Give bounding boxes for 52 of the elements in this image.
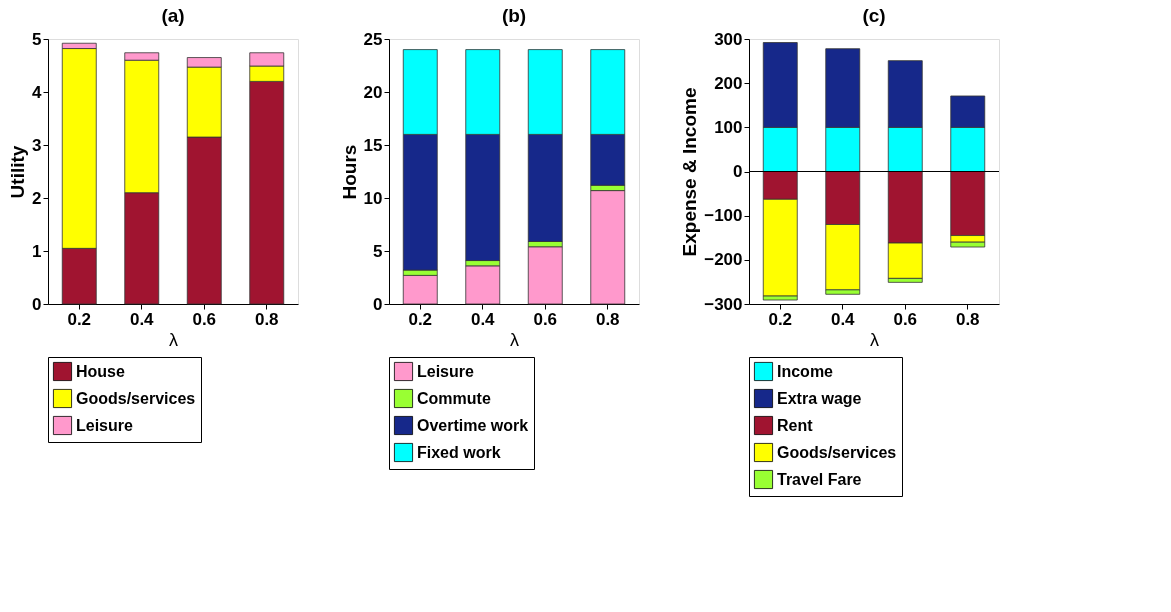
legend-label: Rent	[777, 416, 814, 434]
y-tick-label: 0	[32, 294, 42, 314]
x-tick-label: 0.2	[768, 309, 793, 329]
y-tick-label: 4	[32, 82, 43, 102]
x-axis-title: λ	[169, 329, 178, 350]
legend-label: Goods/services	[76, 389, 196, 407]
x-tick-label: 0.4	[129, 309, 155, 329]
x-tick-label: 0.6	[192, 309, 217, 329]
y-axis-title: Expense & Income	[679, 87, 701, 257]
y-tick-label: 3	[32, 135, 42, 155]
x-tick-label: 0.6	[533, 309, 558, 329]
legend-label: Leisure	[417, 362, 475, 380]
y-tick-label: 5	[32, 29, 42, 49]
x-axis-title: λ	[870, 329, 879, 350]
legend-label: Overtime work	[417, 416, 529, 434]
y-axis-title: Hours	[338, 144, 360, 200]
y-tick-label: 5	[373, 241, 383, 261]
y-tick-label: −200	[704, 250, 743, 270]
legend-label: Travel Fare	[777, 470, 862, 488]
y-tick-label: 200	[714, 73, 743, 93]
legend-label: Income	[777, 362, 834, 380]
y-tick-label: 2	[32, 188, 42, 208]
y-axis-title: Utility	[7, 145, 29, 199]
x-tick-label: 0.8	[595, 309, 620, 329]
x-tick-label: 0.2	[408, 309, 433, 329]
x-tick-label: 0.4	[830, 309, 856, 329]
y-tick-label: 0	[733, 162, 743, 181]
y-tick-label: −300	[704, 294, 743, 314]
y-tick-label: −100	[704, 206, 743, 226]
legend-label: Goods/services	[777, 443, 897, 461]
x-tick-label: 0.4	[470, 309, 496, 329]
y-tick-label: 300	[714, 29, 743, 49]
x-axis-title: λ	[510, 329, 519, 350]
y-tick-label: 1	[32, 241, 42, 261]
y-tick-label: 20	[363, 82, 383, 102]
legend-label: Extra wage	[777, 389, 862, 407]
x-tick-label: 0.6	[893, 309, 918, 329]
legend-label: Commute	[417, 389, 491, 407]
y-tick-label: 0	[373, 294, 383, 314]
legend-label: House	[76, 362, 125, 380]
legend-label: Fixed work	[417, 443, 501, 461]
y-tick-label: 25	[363, 29, 383, 49]
x-tick-label: 0.8	[254, 309, 279, 329]
x-tick-label: 0.8	[955, 309, 980, 329]
y-tick-label: 10	[363, 188, 383, 208]
chart-title: (a)	[161, 5, 185, 26]
chart-title: (c)	[862, 5, 886, 26]
y-tick-label: 100	[714, 117, 743, 137]
chart-title: (b)	[501, 5, 527, 26]
legend-label: Leisure	[76, 416, 134, 434]
x-tick-label: 0.2	[67, 309, 92, 329]
y-tick-label: 15	[363, 135, 383, 155]
